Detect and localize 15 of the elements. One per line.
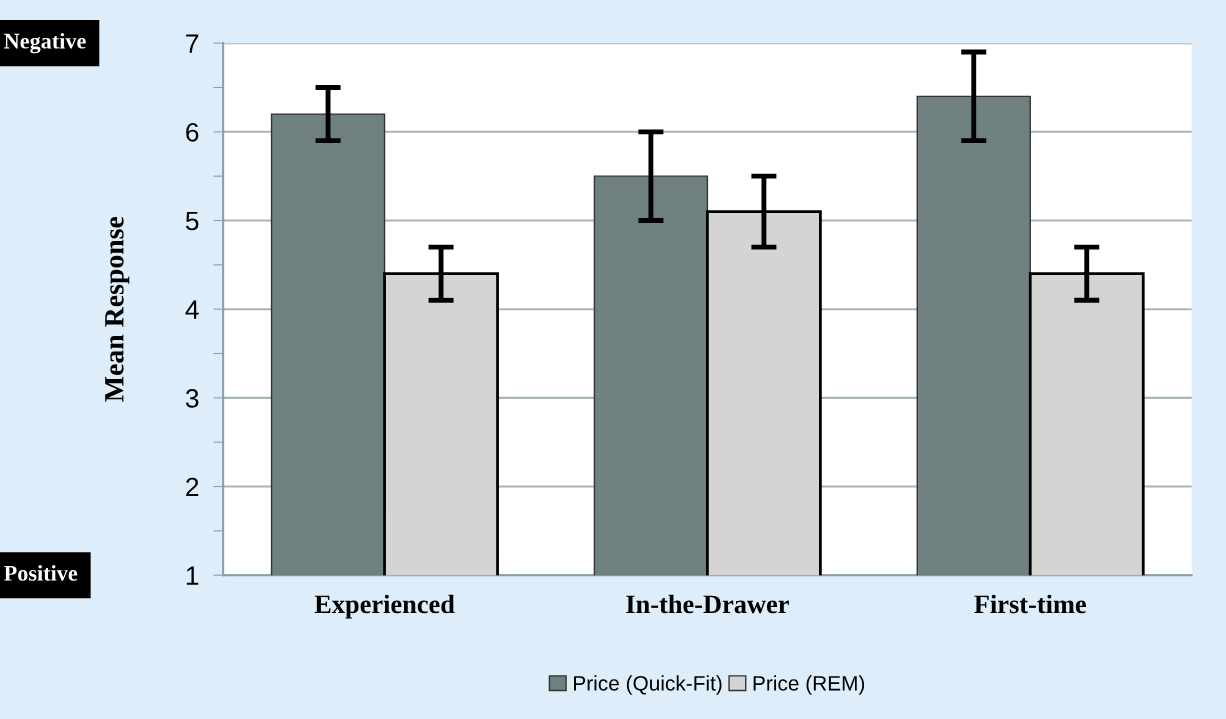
y-tick-label: 6 (186, 122, 199, 142)
y-tick-label: 7 (186, 34, 199, 53)
text: Positive (4, 565, 78, 581)
x-tick-label: In-the-Drawer (626, 594, 789, 614)
legend-label: Price (Quick-Fit) (574, 675, 722, 695)
y-tick-label: 4 (185, 300, 199, 319)
x-tick-label: Experienced (314, 594, 455, 619)
legend-label: Price (REM) (753, 675, 865, 695)
y-tick-label: 3 (185, 388, 199, 408)
x-tick-label: First-time (974, 594, 1086, 614)
y-tick-label: 2 (186, 477, 199, 497)
text: Negative (4, 32, 86, 54)
y-tick-label: 1 (186, 566, 199, 585)
y-axis-title: Mean Response (105, 216, 130, 402)
y-tick-label: 5 (185, 211, 199, 231)
